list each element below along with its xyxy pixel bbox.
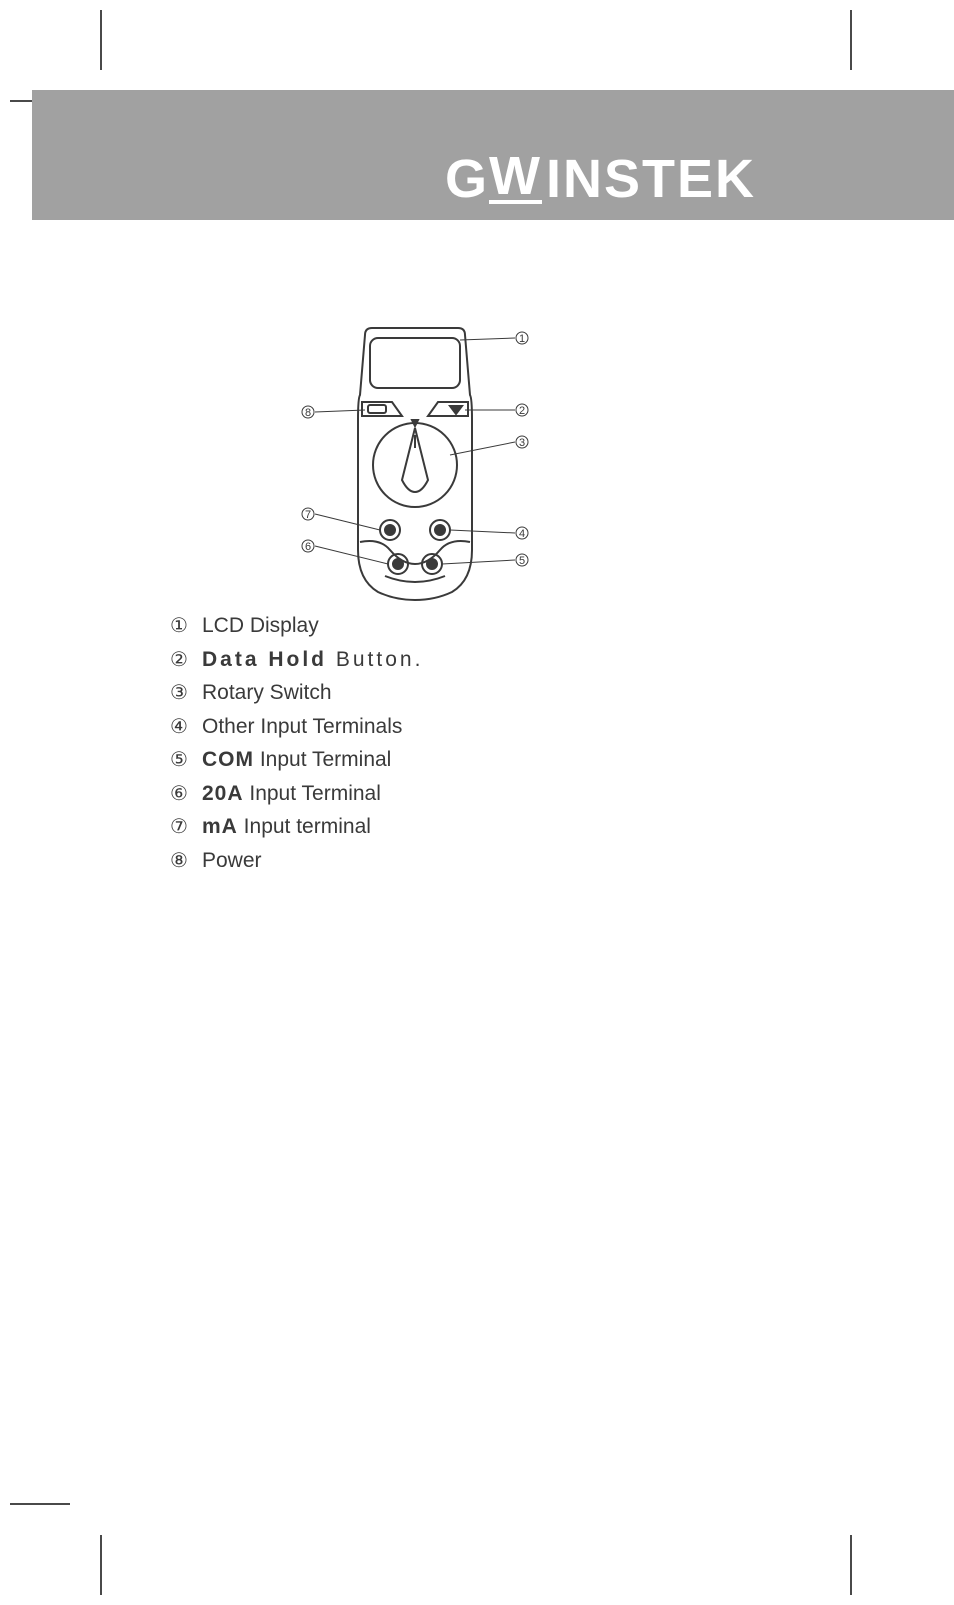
legend-text: Power — [202, 845, 262, 877]
legend-num: ⑤ — [170, 745, 192, 775]
crop-mark-top-right-v — [850, 10, 852, 70]
callout-5: 5 — [519, 555, 525, 567]
logo-instek: INSTEK — [546, 148, 756, 210]
legend-text: Rotary Switch — [202, 677, 332, 709]
callout-1: 1 — [519, 333, 525, 345]
multimeter-diagram: 1 2 3 4 5 6 7 8 — [290, 320, 540, 605]
legend-text: LCD Display — [202, 610, 319, 642]
legend-num: ③ — [170, 678, 192, 708]
legend-item-7: ⑦ mA Input terminal — [170, 811, 423, 843]
legend-text: Input Terminal — [244, 782, 381, 805]
crop-mark-bottom-right-v — [850, 1535, 852, 1595]
legend-bold: mA — [202, 815, 238, 838]
legend-num: ④ — [170, 712, 192, 742]
callout-2: 2 — [519, 405, 525, 417]
callout-4: 4 — [519, 528, 525, 540]
brand-logo-text: GWINSTEK — [445, 148, 756, 210]
crop-mark-bottom-left-h — [10, 1503, 70, 1505]
legend-num: ② — [170, 645, 192, 675]
callout-7: 7 — [305, 509, 311, 521]
logo-g: G — [445, 148, 489, 210]
callout-6: 6 — [305, 541, 311, 553]
legend-num: ⑦ — [170, 812, 192, 842]
legend-item-5: ⑤ COM Input Terminal — [170, 744, 423, 776]
legend-text: Button. — [327, 648, 423, 671]
crop-mark-top-left-v — [100, 10, 102, 70]
legend-item-6: ⑥ 20A Input Terminal — [170, 778, 423, 810]
legend-num: ① — [170, 611, 192, 641]
legend-item-4: ④ Other Input Terminals — [170, 711, 423, 743]
logo-w: W — [489, 154, 542, 204]
brand-logo: GWINSTEK — [425, 145, 954, 213]
legend-text: Input Terminal — [254, 748, 391, 771]
legend-list: ① LCD Display ② Data Hold Button. ③ Rota… — [170, 610, 423, 878]
legend-text: Input terminal — [238, 815, 371, 838]
legend-item-2: ② Data Hold Button. — [170, 644, 423, 676]
legend-bold: 20A — [202, 782, 244, 805]
callout-8: 8 — [305, 407, 311, 419]
legend-bold: Data Hold — [202, 648, 327, 671]
legend-item-1: ① LCD Display — [170, 610, 423, 642]
callout-3: 3 — [519, 437, 525, 449]
legend-num: ⑥ — [170, 779, 192, 809]
legend-item-8: ⑧ Power — [170, 845, 423, 877]
crop-mark-bottom-left-v — [100, 1535, 102, 1595]
legend-bold: COM — [202, 748, 254, 771]
legend-text: Other Input Terminals — [202, 711, 402, 743]
legend-item-3: ③ Rotary Switch — [170, 677, 423, 709]
legend-num: ⑧ — [170, 846, 192, 876]
